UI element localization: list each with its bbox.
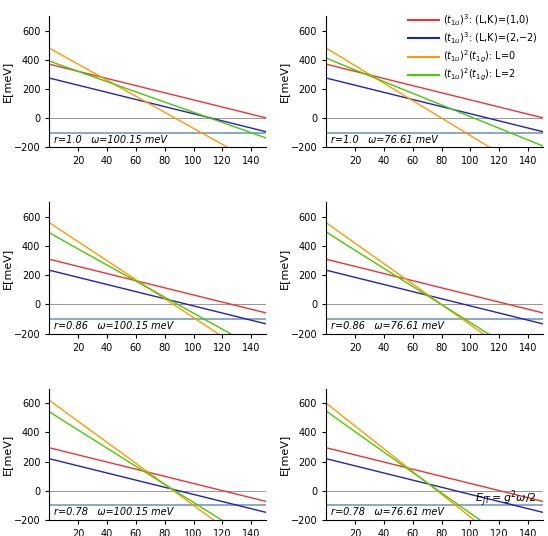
Text: r=0.86   ω=76.61 meV: r=0.86 ω=76.61 meV bbox=[330, 321, 443, 331]
Text: $(t_{1u})^3$: (L,K)=(2,−2): $(t_{1u})^3$: (L,K)=(2,−2) bbox=[443, 31, 538, 46]
Text: r=0.86   ω=100.15 meV: r=0.86 ω=100.15 meV bbox=[54, 321, 173, 331]
Y-axis label: E[meV]: E[meV] bbox=[279, 434, 289, 475]
Text: r=0.78   ω=100.15 meV: r=0.78 ω=100.15 meV bbox=[54, 507, 173, 517]
Y-axis label: E[meV]: E[meV] bbox=[279, 61, 289, 102]
Text: $(t_{1u})^3$: (L,K)=(1,0): $(t_{1u})^3$: (L,K)=(1,0) bbox=[443, 12, 529, 28]
Text: $E_{JT}=g^2\omega/2$: $E_{JT}=g^2\omega/2$ bbox=[475, 488, 536, 509]
Text: $(t_{1u})^2(t_{1g})$: L=2: $(t_{1u})^2(t_{1g})$: L=2 bbox=[443, 67, 516, 83]
Y-axis label: E[meV]: E[meV] bbox=[2, 248, 12, 288]
Text: r=1.0   ω=76.61 meV: r=1.0 ω=76.61 meV bbox=[330, 135, 437, 145]
Y-axis label: E[meV]: E[meV] bbox=[279, 248, 289, 288]
Y-axis label: E[meV]: E[meV] bbox=[2, 434, 12, 475]
Text: r=0.78   ω=76.61 meV: r=0.78 ω=76.61 meV bbox=[330, 507, 443, 517]
Text: $(t_{1u})^2(t_{1g})$: L=0: $(t_{1u})^2(t_{1g})$: L=0 bbox=[443, 49, 516, 65]
Text: r=1.0   ω=100.15 meV: r=1.0 ω=100.15 meV bbox=[54, 135, 167, 145]
Y-axis label: E[meV]: E[meV] bbox=[2, 61, 12, 102]
